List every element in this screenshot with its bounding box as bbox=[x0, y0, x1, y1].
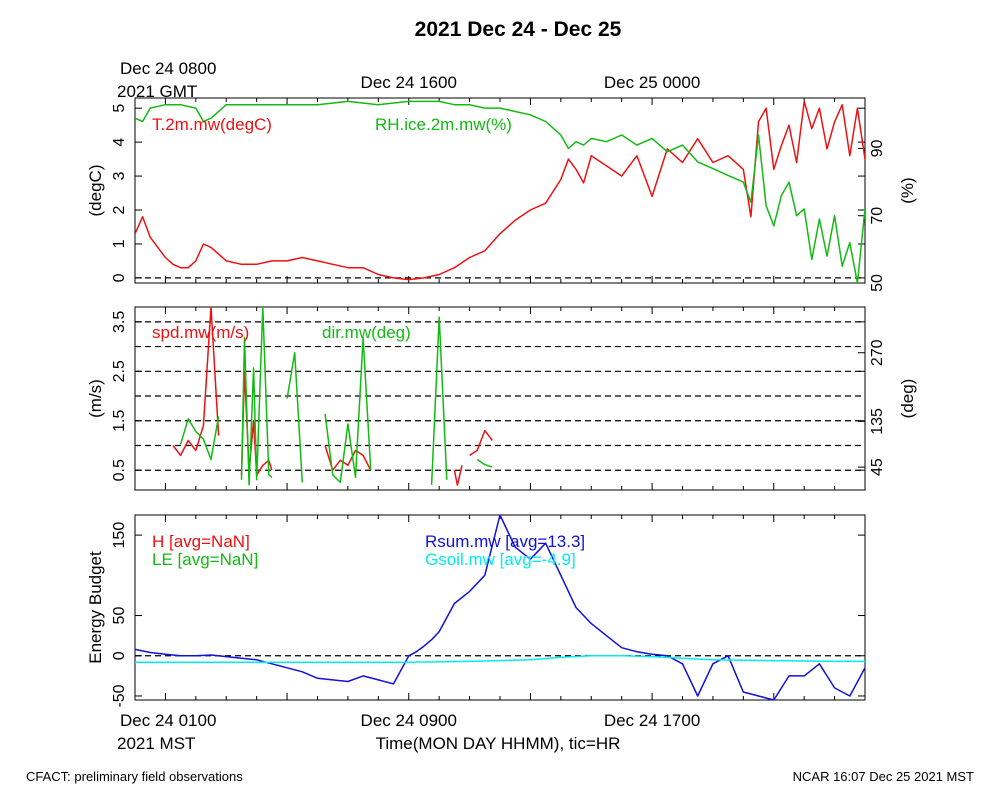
y-tick-label: 0 bbox=[111, 651, 128, 660]
y-tick-label: 4 bbox=[111, 138, 128, 147]
legend-entry-rh-ice: RH.ice.2m.mw(%) bbox=[375, 115, 512, 134]
series-line-spd-mw bbox=[172, 307, 220, 457]
y2-tick-label: 45 bbox=[869, 458, 886, 476]
x-axis-label: Time(MON DAY HHMM), tic=HR bbox=[376, 734, 621, 753]
y-tick-label: 5 bbox=[111, 104, 128, 113]
legend-entry-gsoil-mw: Gsoil.mw [avg=-4.9] bbox=[425, 550, 576, 569]
y2-tick-label: 135 bbox=[869, 408, 886, 435]
bottom-axis-label: Dec 24 0900 bbox=[361, 711, 457, 730]
y-axis-label: (degC) bbox=[86, 165, 105, 217]
y-tick-label: 3 bbox=[111, 172, 128, 181]
y2-axis-label: (deg) bbox=[898, 379, 917, 419]
y-axis-label: (m/s) bbox=[86, 379, 105, 418]
y-tick-label: 0 bbox=[111, 273, 128, 282]
series-line-t-2m bbox=[135, 100, 865, 281]
series-line-dir-mw bbox=[286, 352, 304, 483]
footer-left: CFACT: preliminary field observations bbox=[26, 769, 243, 784]
top-axis-label: Dec 25 0000 bbox=[604, 73, 700, 92]
series-lines bbox=[172, 307, 493, 486]
legend-entry-le-avg: LE [avg=NaN] bbox=[152, 550, 258, 569]
legend-entry-rsum-mw: Rsum.mw [avg=13.3] bbox=[425, 532, 585, 551]
legend-entry-spd-mw: spd.mw(m/s) bbox=[152, 323, 249, 342]
legend-entry-h-avg: H [avg=NaN] bbox=[152, 532, 250, 551]
y2-tick-label: 90 bbox=[869, 139, 886, 157]
series-line-dir-mw bbox=[240, 307, 273, 486]
y-axis-label: Energy Budget bbox=[86, 551, 105, 664]
y2-tick-label: 50 bbox=[869, 274, 886, 292]
series-line-rh-ice bbox=[135, 100, 865, 283]
series-lines bbox=[135, 515, 865, 700]
bottom-axis-corner-line2: 2021 MST bbox=[117, 734, 195, 753]
y-tick-label: 2 bbox=[111, 205, 128, 214]
series-line-dir-mw bbox=[179, 416, 220, 461]
y-tick-label: 50 bbox=[111, 607, 128, 625]
y-tick-label: 150 bbox=[111, 522, 128, 549]
energy-budget-panel: -50 0 50 150 Energy Budget H [avg=NaN]LE [avg… bbox=[86, 514, 866, 708]
bottom-axis-label: Dec 24 1700 bbox=[604, 711, 700, 730]
temperature-humidity-panel: 0 1 2 3 4 5 (degC) 50 70 90 (%) T.2m.mw(degC) RH.ice… bbox=[86, 97, 917, 292]
series-line-dir-mw bbox=[476, 458, 493, 468]
top-axis-corner-line2: 2021 GMT bbox=[117, 82, 197, 101]
y-tick-label: 0.5 bbox=[111, 459, 128, 481]
y-tick-label: 1.5 bbox=[111, 410, 128, 432]
legend-entry-t-2m: T.2m.mw(degC) bbox=[152, 115, 272, 134]
series-line-dir-mw bbox=[324, 336, 372, 484]
top-axis-label: Dec 24 1600 bbox=[361, 73, 457, 92]
series-line-spd-mw bbox=[469, 429, 493, 457]
wind-panel: 0.5 1.5 2.5 3.5 (m/s) 45 135 270 (deg) spd.mw(m/s… bbox=[86, 306, 917, 491]
y-tick-label: 1 bbox=[111, 239, 128, 248]
y2-axis-label: (%) bbox=[898, 177, 917, 203]
legend-entry-dir-mw: dir.mw(deg) bbox=[322, 323, 411, 342]
y2-tick-label: 70 bbox=[869, 207, 886, 225]
y-tick-label: 2.5 bbox=[111, 360, 128, 382]
y-tick-label: 3.5 bbox=[111, 311, 128, 333]
series-line-gsoil-mw bbox=[135, 655, 865, 663]
series-line-dir-mw bbox=[430, 316, 448, 485]
series-line-rsum-mw bbox=[135, 515, 865, 700]
series-lines bbox=[135, 100, 865, 283]
figure-title: 2021 Dec 24 - Dec 25 bbox=[415, 18, 622, 41]
top-axis-corner-line1: Dec 24 0800 bbox=[120, 59, 216, 78]
y-tick-label: -50 bbox=[111, 684, 128, 707]
bottom-axis-corner-line1: Dec 24 0100 bbox=[120, 711, 216, 730]
footer-right: NCAR 16:07 Dec 25 2021 MST bbox=[793, 769, 974, 784]
series-line-spd-mw bbox=[453, 465, 463, 486]
y2-tick-label: 270 bbox=[869, 339, 886, 366]
